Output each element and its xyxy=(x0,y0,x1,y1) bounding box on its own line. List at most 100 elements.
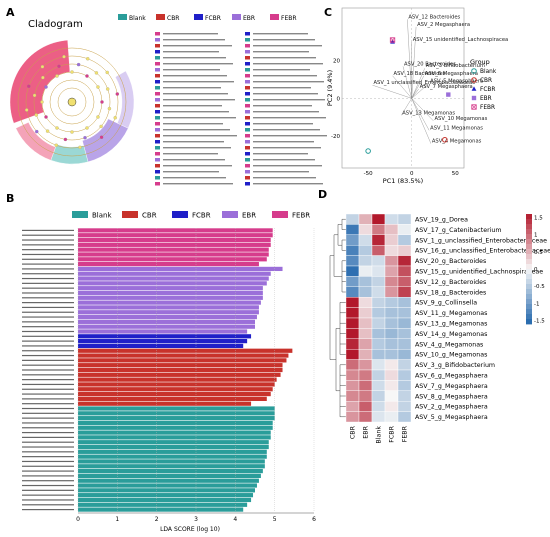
lda-bar-taxon-label xyxy=(22,403,74,405)
lda-bar-taxon-label xyxy=(22,489,74,491)
lda-bar xyxy=(78,391,271,397)
cladogram-node xyxy=(62,54,66,59)
cladogram-key-text xyxy=(163,45,232,47)
heatmap-row-label: ASV_20_g_Bacteroides xyxy=(415,258,486,265)
lda-bar xyxy=(78,329,248,334)
heatmap-cell xyxy=(371,286,386,298)
cladogram-key-swatch xyxy=(155,134,160,138)
cladogram-sector xyxy=(50,144,89,165)
heatmap-cell xyxy=(384,286,399,298)
dendrogram-branch xyxy=(339,302,346,355)
heatmap-row-label: ASV_2_g_Megasphaera xyxy=(415,404,488,411)
cladogram-node xyxy=(40,100,44,104)
lda-bar xyxy=(78,488,255,493)
heatmap-cell xyxy=(345,328,360,339)
heatmap-cell xyxy=(345,349,360,360)
lda-bar-taxon-label xyxy=(22,374,74,376)
colorbar-segment xyxy=(526,294,532,300)
cladogram-key-swatch xyxy=(245,104,250,108)
pca-loading-arrow xyxy=(411,98,430,131)
cladogram-key-swatch xyxy=(245,170,250,174)
cladogram-node xyxy=(96,85,100,89)
heatmap-panel: ASV_19_g_Dorea ASV_17_g_Catenibacterium AS… xyxy=(329,213,550,444)
lda-bar xyxy=(78,247,269,252)
panel-label-d: D xyxy=(318,188,327,201)
colorbar-tick-label: 1 xyxy=(534,233,538,239)
lda-bar xyxy=(78,367,283,373)
cladogram-key-swatch xyxy=(245,176,250,180)
heatmap-row-label: ASV_14_g_Megamonas xyxy=(415,331,487,338)
lda-bar-taxon-label xyxy=(22,417,74,419)
cladogram-legend-swatch xyxy=(232,14,241,20)
cladogram-key-text xyxy=(163,105,222,107)
pca-legend-label: FCBR xyxy=(480,87,495,93)
cladogram-key-swatch xyxy=(245,50,250,54)
panel-label-c: C xyxy=(324,6,332,19)
lda-bar xyxy=(78,420,273,426)
cladogram-key-swatch xyxy=(155,92,160,96)
lda-bar xyxy=(78,339,248,344)
heatmap-cell xyxy=(358,317,373,329)
lda-legend: Blank CBR FCBR EBR FEBR xyxy=(72,211,310,220)
lda-bar xyxy=(78,271,271,276)
cladogram-key-swatch xyxy=(245,122,250,126)
cladogram-key-text xyxy=(163,183,233,185)
heatmap-cell xyxy=(371,411,386,423)
cladogram-key-swatch xyxy=(155,170,160,174)
pca-legend-label: Blank xyxy=(480,69,497,75)
lda-bar-taxon-label xyxy=(22,431,74,434)
cladogram-node xyxy=(63,137,68,142)
heatmap-row-label: ASV_12_g_Bacteroides xyxy=(415,279,486,286)
lda-legend-swatch xyxy=(122,211,138,218)
lda-bar xyxy=(78,382,275,387)
colorbar-segment xyxy=(526,264,532,270)
heatmap-cell xyxy=(397,390,412,402)
lda-legend-label: Blank xyxy=(92,212,112,220)
colorbar-segment xyxy=(526,279,532,285)
lda-bar xyxy=(78,416,275,421)
lda-bar-taxon-label xyxy=(22,253,74,256)
cladogram-key-swatch xyxy=(245,74,250,78)
dendrogram-branch xyxy=(341,239,346,251)
colorbar-tick-label: 1.5 xyxy=(534,215,543,221)
lda-bar xyxy=(78,266,283,272)
heatmap-cell xyxy=(345,297,360,308)
cladogram-key-swatch xyxy=(155,146,160,150)
heatmap-cell xyxy=(358,369,373,381)
lda-legend-swatch xyxy=(272,211,288,218)
pca-legend-label: CBR xyxy=(480,78,492,84)
heatmap-cell xyxy=(384,390,399,402)
lda-bar xyxy=(78,464,265,469)
pca-x-axis-label: PC1 (83.5%) xyxy=(383,177,423,185)
cladogram-key-swatch xyxy=(155,110,160,114)
heatmap-cell xyxy=(384,411,399,423)
cladogram-node xyxy=(34,113,38,117)
heatmap-cell xyxy=(397,265,412,277)
cladogram-key-swatch xyxy=(245,116,250,120)
cladogram-key-swatch xyxy=(245,140,250,144)
pca-loading-arrow xyxy=(411,26,417,99)
heatmap-column-label: FCBR xyxy=(389,425,396,442)
lda-bar-taxon-label xyxy=(22,436,74,438)
lda-bar xyxy=(78,483,257,488)
lda-bar xyxy=(78,358,287,363)
cladogram-key-text xyxy=(253,177,316,179)
cladogram-key-swatch xyxy=(245,62,250,66)
heatmap-cell xyxy=(358,265,373,277)
lda-bar-taxon-label xyxy=(22,465,74,467)
cladogram-node xyxy=(44,115,48,119)
pca-legend-title: Group xyxy=(470,58,490,66)
cladogram-key-text xyxy=(163,33,218,35)
lda-bar xyxy=(78,290,263,296)
cladogram-node xyxy=(99,124,103,129)
cladogram-node xyxy=(70,70,74,74)
heatmap-cell xyxy=(397,380,412,391)
lda-bar xyxy=(78,305,259,310)
colorbar-segment xyxy=(526,249,532,255)
heatmap-cell xyxy=(397,244,412,256)
heatmap-row-label: ASV_6_g_Megasphaera xyxy=(415,372,488,379)
cladogram-legend-swatch xyxy=(156,14,165,20)
cladogram-node xyxy=(107,106,112,111)
pca-legend-marker xyxy=(471,68,477,74)
cladogram-key-text xyxy=(163,129,230,131)
